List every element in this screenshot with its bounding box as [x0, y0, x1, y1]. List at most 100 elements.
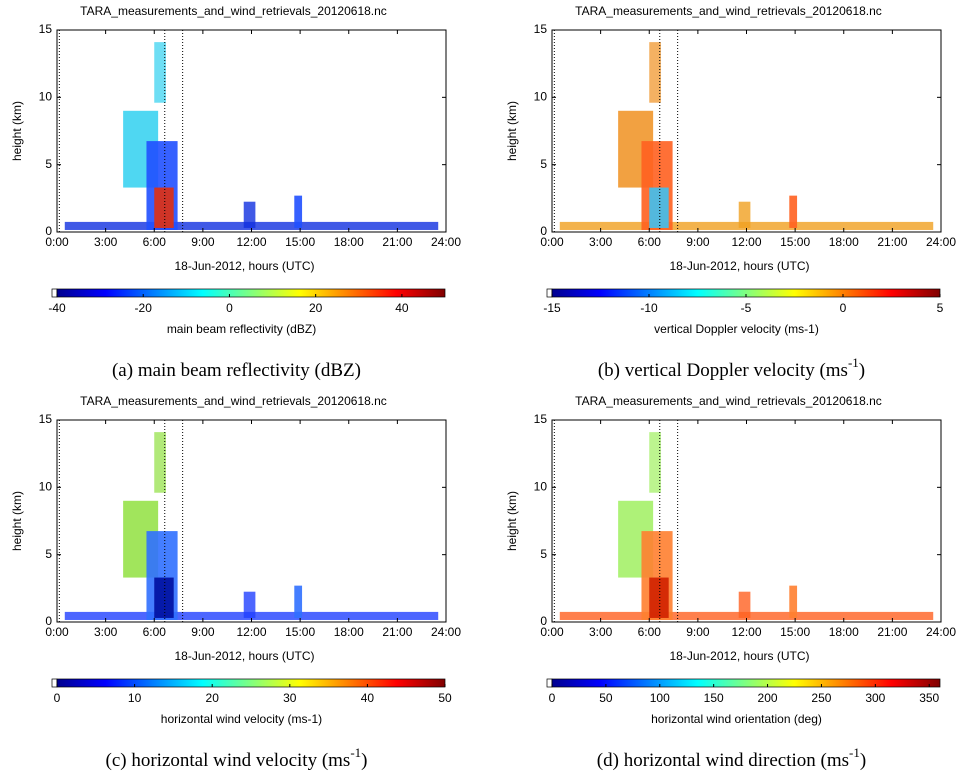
y-tick-label: 0	[45, 614, 52, 628]
x-tick-label: 3:00	[589, 235, 613, 249]
colorbar-tick-label: 20	[309, 301, 323, 315]
colorbar-tick-label: 100	[650, 691, 670, 705]
caption: (b) vertical Doppler velocity (ms-1)	[598, 355, 865, 381]
y-tick-label: 5	[540, 157, 547, 171]
x-tick-label: 18:00	[334, 625, 364, 639]
colorbar-tick-label: -5	[741, 301, 752, 315]
y-tick-label: 5	[45, 547, 52, 561]
colorbar-label: horizontal wind velocity (ms-1)	[161, 712, 322, 726]
x-tick-label: 9:00	[191, 235, 215, 249]
y-axis-label: height (km)	[10, 101, 24, 161]
caption-superscript: -1	[848, 355, 859, 370]
x-tick-label: 21:00	[877, 625, 907, 639]
colorbar-under	[51, 288, 58, 298]
colorbar-tick-label: 200	[758, 691, 778, 705]
y-tick-label: 15	[39, 412, 53, 426]
caption: (c) horizontal wind velocity (ms-1)	[106, 745, 368, 771]
colorbar-tick-label: 0	[549, 691, 556, 705]
x-tick-label: 6:00	[638, 625, 662, 639]
colorbar-under	[546, 678, 553, 688]
colorbar-label: vertical Doppler velocity (ms-1)	[654, 322, 819, 336]
colorbar-tick-label: 20	[206, 691, 220, 705]
colorbar-tick-label: 50	[438, 691, 452, 705]
x-tick-label: 12:00	[731, 235, 761, 249]
y-tick-label: 10	[39, 480, 53, 494]
caption-text: )	[361, 750, 367, 771]
colorbar-label: horizontal wind orientation (deg)	[651, 712, 822, 726]
y-tick-label: 15	[534, 412, 548, 426]
colorbar-tick-label: 5	[937, 301, 944, 315]
x-tick-label: 3:00	[589, 625, 613, 639]
x-axis-label: 18-Jun-2012, hours (UTC)	[174, 259, 314, 273]
colorbar-tick-label: 0	[54, 691, 61, 705]
radar-echo	[738, 201, 751, 228]
radar-echo	[154, 42, 166, 103]
colorbar-tick-label: -15	[543, 301, 561, 315]
y-tick-label: 15	[534, 22, 548, 36]
colorbar-tick-label: 0	[840, 301, 847, 315]
x-tick-label: 9:00	[686, 625, 710, 639]
chart-title: TARA_measurements_and_wind_retrievals_20…	[575, 4, 882, 18]
caption-text: (a) main beam reflectivity (dBZ)	[112, 360, 361, 381]
y-tick-label: 15	[39, 22, 53, 36]
caption-text: (b) vertical Doppler velocity (ms	[598, 360, 848, 381]
colorbar-tick-label: 150	[704, 691, 724, 705]
radar-echo	[649, 577, 669, 618]
colorbar-tick-label: 300	[865, 691, 885, 705]
colorbar-tick-label: 250	[811, 691, 831, 705]
colorbar-under	[51, 678, 58, 688]
colorbar-label: main beam reflectivity (dBZ)	[167, 322, 316, 336]
x-tick-label: 24:00	[926, 235, 956, 249]
radar-echo	[649, 42, 661, 103]
radar-echo	[154, 577, 174, 618]
colorbar-tick-label: 30	[283, 691, 297, 705]
colorbar-tick-label: 40	[395, 301, 409, 315]
colorbar	[56, 288, 446, 298]
caption-superscript: -1	[849, 745, 860, 760]
colorbar-tick-label: 40	[361, 691, 375, 705]
x-tick-label: 18:00	[829, 625, 859, 639]
x-tick-label: 9:00	[191, 625, 215, 639]
x-tick-label: 0:00	[45, 625, 69, 639]
chart-title: TARA_measurements_and_wind_retrievals_20…	[575, 394, 882, 408]
radar-echo	[789, 195, 798, 228]
y-tick-label: 0	[540, 224, 547, 238]
chart-title: TARA_measurements_and_wind_retrievals_20…	[80, 4, 387, 18]
x-tick-label: 6:00	[143, 625, 167, 639]
x-tick-label: 15:00	[780, 235, 810, 249]
y-tick-label: 5	[45, 157, 52, 171]
x-tick-label: 15:00	[285, 235, 315, 249]
x-tick-label: 3:00	[94, 625, 118, 639]
radar-echo	[294, 585, 303, 618]
colorbar	[551, 678, 941, 688]
x-tick-label: 24:00	[431, 235, 461, 249]
x-tick-label: 3:00	[94, 235, 118, 249]
caption-text: (c) horizontal wind velocity (ms	[106, 750, 351, 771]
y-tick-label: 0	[540, 614, 547, 628]
x-tick-label: 0:00	[45, 235, 69, 249]
x-axis-label: 18-Jun-2012, hours (UTC)	[669, 259, 809, 273]
colorbar-tick-label: 0	[226, 301, 233, 315]
y-tick-label: 5	[540, 547, 547, 561]
colorbar-tick-label: -40	[48, 301, 66, 315]
x-tick-label: 21:00	[877, 235, 907, 249]
radar-echo	[243, 591, 256, 618]
x-tick-label: 6:00	[143, 235, 167, 249]
x-tick-label: 15:00	[780, 625, 810, 639]
x-tick-label: 15:00	[285, 625, 315, 639]
radar-echo	[649, 187, 669, 228]
colorbar-tick-label: -20	[135, 301, 153, 315]
caption: (a) main beam reflectivity (dBZ)	[112, 360, 361, 381]
x-tick-label: 6:00	[638, 235, 662, 249]
x-tick-label: 24:00	[431, 625, 461, 639]
radar-echo	[649, 432, 661, 493]
x-axis-label: 18-Jun-2012, hours (UTC)	[174, 649, 314, 663]
x-tick-label: 18:00	[829, 235, 859, 249]
caption-text: )	[860, 750, 866, 771]
colorbar-tick-label: 10	[128, 691, 142, 705]
x-axis-label: 18-Jun-2012, hours (UTC)	[669, 649, 809, 663]
caption-text: (d) horizontal wind direction (ms	[597, 750, 849, 771]
colorbar-under	[546, 288, 553, 298]
colorbar-tick-label: 350	[919, 691, 939, 705]
x-tick-label: 12:00	[236, 235, 266, 249]
